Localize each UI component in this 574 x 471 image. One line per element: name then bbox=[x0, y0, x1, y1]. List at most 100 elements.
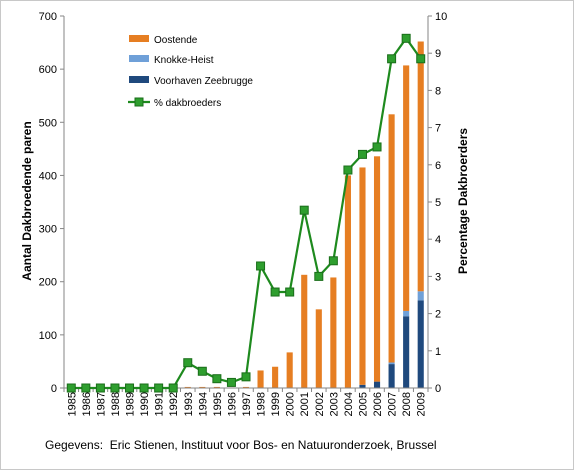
x-tick-label: 1990 bbox=[139, 392, 151, 416]
x-tick-label: 2006 bbox=[372, 392, 384, 416]
x-tick-label: 1987 bbox=[95, 392, 107, 416]
right-tick-label: 5 bbox=[435, 197, 441, 209]
legend-label: Oostende bbox=[154, 35, 198, 46]
line-point bbox=[343, 165, 353, 175]
bar-oostende bbox=[330, 277, 337, 388]
right-tick-label: 7 bbox=[435, 123, 441, 135]
line-point bbox=[256, 261, 266, 271]
bar-oostende bbox=[213, 386, 220, 388]
right-tick-label: 6 bbox=[435, 160, 441, 172]
x-tick-label: 2005 bbox=[357, 392, 369, 416]
right-tick-label: 9 bbox=[435, 48, 441, 60]
bar-voorhaven-zeebrugge bbox=[373, 381, 381, 388]
left-tick-label: 600 bbox=[39, 64, 57, 76]
bar-oostende bbox=[184, 386, 191, 388]
x-tick-label: 2004 bbox=[343, 392, 355, 416]
bar-oostende bbox=[286, 352, 293, 388]
line-point bbox=[168, 383, 178, 393]
line-point bbox=[66, 383, 76, 393]
x-tick-label: 1988 bbox=[110, 392, 122, 416]
right-tick-label: 1 bbox=[435, 346, 441, 358]
line-point bbox=[95, 383, 105, 393]
left-tick-label: 200 bbox=[39, 277, 57, 289]
x-tick-label: 2001 bbox=[299, 392, 311, 416]
bar-knokke-heist bbox=[388, 362, 395, 365]
line-point bbox=[357, 149, 367, 159]
line-percentage-dakbroeders bbox=[71, 36, 422, 390]
y2-axis-title: Percentage Dakbroerders bbox=[456, 128, 470, 274]
line-point bbox=[125, 383, 135, 393]
left-tick-label: 700 bbox=[39, 11, 57, 23]
legend: Oostende Knokke-Heist Voorhaven Zeebrugge%… bbox=[128, 35, 253, 109]
right-axis-ticks: 0 1 2 3 4 5 6 7 8 9 10 bbox=[428, 11, 447, 395]
x-tick-label: 1986 bbox=[81, 392, 93, 416]
x-tick-label: 1996 bbox=[226, 392, 238, 416]
y-axis-title: Aantal Dakbroedende paren bbox=[20, 121, 34, 280]
legend-swatch bbox=[129, 55, 149, 62]
x-tick-label: 1992 bbox=[168, 392, 180, 416]
x-tick-label: 1999 bbox=[270, 392, 282, 416]
bar-knokke-heist bbox=[403, 310, 410, 317]
x-tick-label: 1989 bbox=[125, 392, 137, 416]
legend-label: % dakbroeders bbox=[154, 98, 221, 109]
x-tick-label: 1995 bbox=[212, 392, 224, 416]
line-point bbox=[212, 374, 222, 384]
line-series-layer bbox=[66, 33, 426, 393]
line-point bbox=[154, 383, 164, 393]
x-tick-label: 1991 bbox=[154, 392, 166, 416]
line-point bbox=[314, 271, 324, 281]
line-point bbox=[416, 54, 426, 64]
bar-oostende bbox=[403, 65, 410, 311]
bar-voorhaven-zeebrugge bbox=[403, 316, 410, 388]
left-tick-label: 0 bbox=[51, 383, 57, 395]
left-axis-ticks: 0 100 200 300 400 500 600 700 bbox=[39, 11, 64, 395]
right-tick-label: 10 bbox=[435, 11, 447, 23]
left-tick-label: 500 bbox=[39, 117, 57, 129]
line-point bbox=[183, 358, 193, 368]
bar-oostende bbox=[242, 386, 250, 388]
x-tick-label: 1994 bbox=[197, 392, 209, 416]
legend-label: Knokke-Heist bbox=[154, 55, 214, 66]
x-tick-label: 2000 bbox=[285, 392, 297, 416]
bar-voorhaven-zeebrugge bbox=[388, 364, 395, 388]
legend-swatch bbox=[129, 35, 149, 42]
bar-oostende bbox=[344, 175, 351, 388]
line-point bbox=[270, 287, 280, 297]
bar-voorhaven-zeebrugge bbox=[359, 384, 366, 388]
right-tick-label: 4 bbox=[435, 234, 441, 246]
bar-oostende bbox=[199, 386, 206, 388]
bars-layer bbox=[184, 41, 424, 388]
line-point bbox=[226, 377, 236, 387]
bar-oostende bbox=[359, 167, 366, 385]
right-tick-label: 2 bbox=[435, 309, 441, 321]
x-tick-label: 2003 bbox=[328, 392, 340, 416]
right-tick-label: 8 bbox=[435, 85, 441, 97]
x-tick-label: 1998 bbox=[256, 392, 268, 416]
legend-marker bbox=[134, 97, 144, 107]
bar-oostende bbox=[301, 274, 308, 388]
left-tick-label: 300 bbox=[39, 224, 57, 236]
left-tick-label: 100 bbox=[39, 330, 57, 342]
bar-voorhaven-zeebrugge bbox=[417, 300, 424, 388]
x-tick-label: 1985 bbox=[66, 392, 78, 416]
x-tick-label: 1993 bbox=[183, 392, 195, 416]
source-note: Gegevens: Eric Stienen, Instituut voor B… bbox=[45, 438, 437, 452]
line-point bbox=[372, 142, 382, 152]
x-tick-label: 1997 bbox=[241, 392, 253, 416]
line-point bbox=[110, 383, 120, 393]
bar-knokke-heist bbox=[417, 291, 424, 301]
x-tick-label: 2008 bbox=[401, 392, 413, 416]
x-tick-label: 2002 bbox=[314, 392, 326, 416]
bar-oostende bbox=[417, 41, 424, 292]
line-point bbox=[401, 33, 411, 43]
bar-oostende bbox=[257, 370, 264, 388]
bar-oostende bbox=[373, 156, 381, 382]
right-tick-label: 3 bbox=[435, 271, 441, 283]
left-tick-label: 400 bbox=[39, 170, 57, 182]
right-tick-label: 0 bbox=[435, 383, 441, 395]
line-point bbox=[285, 287, 295, 297]
line-point bbox=[328, 256, 338, 266]
legend-swatch bbox=[129, 76, 149, 83]
